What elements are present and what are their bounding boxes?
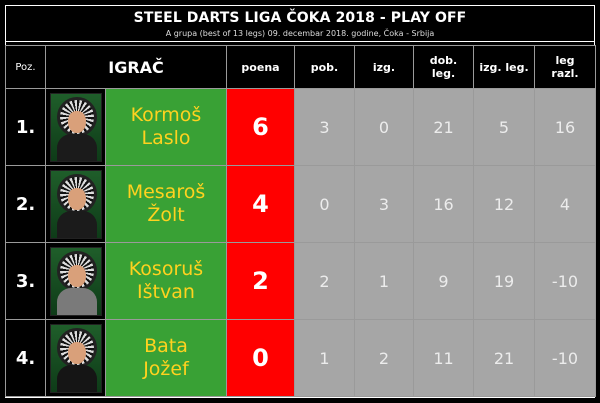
leg-difference-cell: 16 [534, 88, 596, 166]
player-last-name: Žolt [147, 204, 185, 226]
player-last-name: Ištvan [137, 281, 195, 303]
table-row: 1. Kormoš Laslo 6 3 0 21 5 16 [5, 88, 596, 166]
points-cell: 4 [226, 165, 295, 243]
player-first-name: Bata [144, 335, 188, 357]
column-header-points: poena [226, 45, 295, 89]
leg-difference-cell: -10 [534, 319, 596, 397]
leg-difference-cell: 4 [534, 165, 596, 243]
won-cell: 3 [294, 88, 355, 166]
player-first-name: Kormoš [130, 104, 202, 126]
column-header-won: pob. [294, 45, 355, 89]
legs-won-cell: 16 [413, 165, 474, 243]
legs-won-cell: 9 [413, 242, 474, 320]
player-photo [45, 88, 106, 166]
player-first-name: Mesaroš [126, 181, 206, 203]
standings-table: Poz. IGRAČ poena pob. izg. dob. leg. izg.… [5, 45, 596, 397]
title-bar: STEEL DARTS LIGA ČOKA 2018 - PLAY OFF A … [5, 5, 595, 42]
leg-diff-line2: razl. [551, 67, 579, 80]
player-torso [56, 210, 97, 238]
table-row: 3. Kosoruš Ištvan 2 2 1 9 19 -10 [5, 242, 596, 320]
column-header-leg-difference: leg razl. [534, 45, 596, 89]
legs-lost-cell: 5 [473, 88, 535, 166]
player-photo [45, 242, 106, 320]
player-photo [45, 319, 106, 397]
player-torso [56, 364, 97, 392]
legs-lost-cell: 19 [473, 242, 535, 320]
points-cell: 0 [226, 319, 295, 397]
column-header-legs-lost: izg. leg. [473, 45, 535, 89]
table-row: 2. Mesaroš Žolt 4 0 3 16 12 4 [5, 165, 596, 243]
player-photo [45, 165, 106, 243]
leg-difference-cell: -10 [534, 242, 596, 320]
player-head [67, 341, 86, 364]
column-header-legs-won: dob. leg. [413, 45, 474, 89]
lost-cell: 1 [354, 242, 414, 320]
player-head [67, 110, 86, 133]
table-header-row: Poz. IGRAČ poena pob. izg. dob. leg. izg.… [5, 45, 596, 89]
player-photo-icon [49, 323, 102, 393]
legs-won-line2: leg. [431, 67, 456, 80]
player-torso [56, 287, 97, 315]
points-cell: 2 [226, 242, 295, 320]
player-name-cell: Mesaroš Žolt [105, 165, 227, 243]
lost-cell: 0 [354, 88, 414, 166]
legs-lost-cell: 21 [473, 319, 535, 397]
won-cell: 0 [294, 165, 355, 243]
player-photo-icon [49, 169, 102, 239]
page-subtitle: A grupa (best of 13 legs) 09. decembar 2… [165, 29, 435, 38]
position-cell: 2. [5, 165, 46, 243]
position-cell: 1. [5, 88, 46, 166]
legs-won-line1: dob. [429, 54, 458, 67]
won-cell: 1 [294, 319, 355, 397]
player-torso [56, 133, 97, 161]
player-last-name: Jožef [143, 358, 189, 380]
player-first-name: Kosoruš [128, 258, 204, 280]
lost-cell: 2 [354, 319, 414, 397]
player-head [67, 264, 86, 287]
position-cell: 4. [5, 319, 46, 397]
column-header-player: IGRAČ [45, 45, 227, 89]
column-header-lost: izg. [354, 45, 414, 89]
player-last-name: Laslo [141, 127, 191, 149]
points-cell: 6 [226, 88, 295, 166]
player-name-cell: Bata Jožef [105, 319, 227, 397]
legs-lost-cell: 12 [473, 165, 535, 243]
page-title: STEEL DARTS LIGA ČOKA 2018 - PLAY OFF [133, 10, 467, 26]
position-cell: 3. [5, 242, 46, 320]
player-name-cell: Kormoš Laslo [105, 88, 227, 166]
player-head [67, 187, 86, 210]
legs-won-cell: 11 [413, 319, 474, 397]
lost-cell: 3 [354, 165, 414, 243]
player-photo-icon [49, 92, 102, 162]
player-name-cell: Kosoruš Ištvan [105, 242, 227, 320]
table-row: 4. Bata Jožef 0 1 2 11 21 -10 [5, 319, 596, 397]
column-header-position: Poz. [5, 45, 46, 89]
legs-won-cell: 21 [413, 88, 474, 166]
player-photo-icon [49, 246, 102, 316]
won-cell: 2 [294, 242, 355, 320]
leg-diff-line1: leg [555, 54, 575, 67]
